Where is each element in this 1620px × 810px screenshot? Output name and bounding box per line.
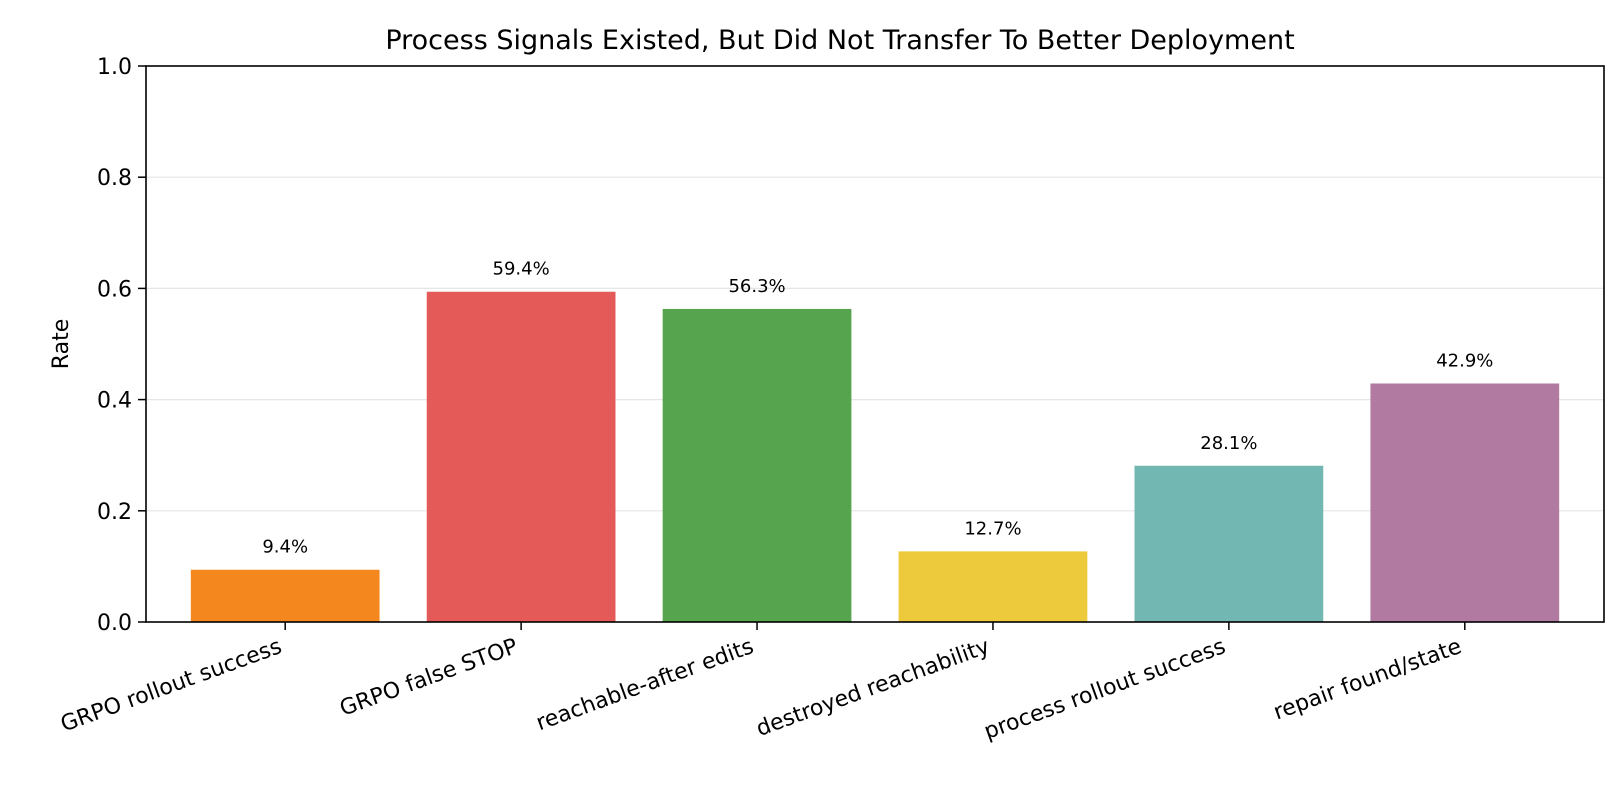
y-tick-label: 1.0 [97,55,132,80]
grid-lines [146,176,1604,512]
x-axis-ticks: GRPO rollout success GRPO false STOP reach… [58,622,1466,745]
y-axis-label: Rate [49,319,74,369]
y-axis-ticks: 0.0 0.2 0.4 0.6 0.8 1.0 [97,55,146,636]
bar [1370,383,1560,622]
bars [190,291,1560,622]
data-labels: 9.4% 59.4% 56.3% 12.7% 28.1% 42.9% [262,259,1493,558]
chart-title: Process Signals Existed, But Did Not Tra… [385,25,1294,56]
bar [426,291,616,622]
y-tick-label: 0.0 [97,611,132,636]
y-tick-label: 0.6 [97,277,132,302]
bar-value-label: 28.1% [1200,433,1257,454]
bar [898,551,1088,622]
x-tick-label: GRPO false STOP [337,634,521,722]
y-tick-label: 0.4 [97,389,132,414]
bar-value-label: 42.9% [1436,350,1493,371]
bar-value-label: 9.4% [262,537,308,558]
bar-value-label: 59.4% [493,259,550,280]
bar-value-label: 56.3% [728,276,785,297]
plot-frame [145,65,1605,623]
x-tick-label: reachable-after edits [533,634,757,736]
x-tick-label: destroyed reachability [753,634,993,742]
bar [662,308,852,622]
x-tick-label: process rollout success [981,634,1229,745]
x-tick-label: GRPO rollout success [58,634,286,737]
bar [1134,465,1324,622]
bar [190,569,380,622]
bar-value-label: 12.7% [964,518,1021,539]
x-tick-label: repair found/state [1270,634,1465,725]
y-tick-label: 0.8 [97,166,132,191]
y-tick-label: 0.2 [97,500,132,525]
